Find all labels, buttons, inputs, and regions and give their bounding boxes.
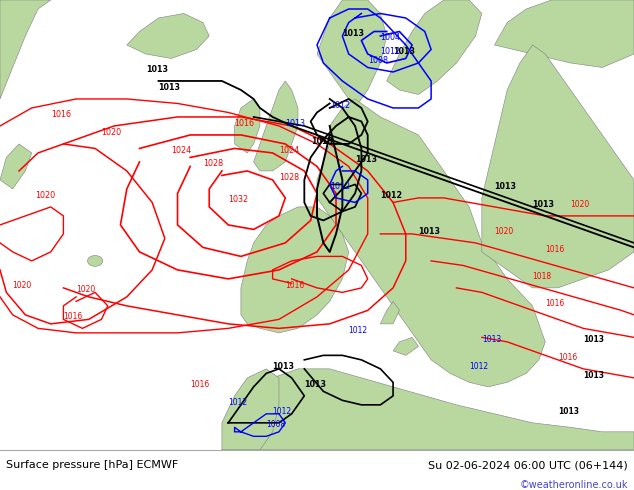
Text: 1013: 1013 bbox=[583, 371, 604, 380]
Polygon shape bbox=[482, 45, 634, 288]
Text: ©weatheronline.co.uk: ©weatheronline.co.uk bbox=[519, 480, 628, 490]
Text: 1020: 1020 bbox=[76, 285, 95, 294]
Polygon shape bbox=[393, 337, 418, 355]
Polygon shape bbox=[495, 0, 634, 68]
Polygon shape bbox=[127, 14, 209, 58]
Text: 1013: 1013 bbox=[158, 83, 181, 92]
Text: 1016: 1016 bbox=[285, 281, 304, 290]
Text: 1012: 1012 bbox=[330, 182, 350, 191]
Polygon shape bbox=[380, 301, 399, 324]
Text: 1013: 1013 bbox=[146, 65, 168, 74]
Text: Surface pressure [hPa] ECMWF: Surface pressure [hPa] ECMWF bbox=[6, 460, 179, 470]
Text: 1012: 1012 bbox=[330, 101, 350, 110]
Text: 1013: 1013 bbox=[342, 29, 365, 38]
Text: 1013: 1013 bbox=[285, 119, 306, 128]
Text: 1016: 1016 bbox=[190, 380, 209, 389]
Text: 1008: 1008 bbox=[368, 56, 388, 65]
Text: 1016: 1016 bbox=[545, 245, 564, 254]
Text: 1013: 1013 bbox=[558, 407, 579, 416]
Text: 1013: 1013 bbox=[482, 335, 501, 344]
Polygon shape bbox=[254, 81, 298, 171]
Text: 1004: 1004 bbox=[380, 33, 401, 43]
Text: 1013: 1013 bbox=[495, 182, 517, 191]
Text: 1008: 1008 bbox=[266, 420, 285, 429]
Text: 1013: 1013 bbox=[393, 47, 415, 56]
Text: 1016: 1016 bbox=[63, 312, 82, 321]
Polygon shape bbox=[0, 144, 32, 189]
Text: 1016: 1016 bbox=[558, 353, 577, 362]
Text: 1012: 1012 bbox=[380, 47, 401, 56]
Text: 1012: 1012 bbox=[380, 191, 403, 200]
Text: 1020: 1020 bbox=[35, 191, 55, 200]
Text: 1020: 1020 bbox=[495, 227, 514, 236]
Polygon shape bbox=[317, 0, 387, 108]
Text: 1012: 1012 bbox=[228, 398, 247, 407]
Text: 1013: 1013 bbox=[273, 362, 295, 371]
Text: Su 02-06-2024 06:00 UTC (06+144): Su 02-06-2024 06:00 UTC (06+144) bbox=[428, 460, 628, 470]
Text: 1013: 1013 bbox=[533, 200, 555, 209]
Polygon shape bbox=[235, 99, 260, 153]
Text: 1028: 1028 bbox=[279, 173, 299, 182]
Text: 1020: 1020 bbox=[101, 128, 122, 137]
Text: 1013: 1013 bbox=[355, 155, 377, 164]
Text: 1028: 1028 bbox=[203, 159, 223, 169]
Text: 1024: 1024 bbox=[171, 146, 191, 155]
Text: 1012: 1012 bbox=[273, 407, 292, 416]
Text: 1013: 1013 bbox=[304, 380, 327, 389]
Text: 1012: 1012 bbox=[469, 362, 488, 371]
Polygon shape bbox=[222, 369, 279, 450]
Polygon shape bbox=[0, 0, 51, 99]
Text: 1032: 1032 bbox=[228, 196, 249, 204]
Text: 1013: 1013 bbox=[311, 137, 333, 146]
Polygon shape bbox=[222, 369, 634, 450]
Polygon shape bbox=[241, 207, 349, 333]
Text: 1024: 1024 bbox=[279, 146, 299, 155]
Polygon shape bbox=[317, 99, 545, 387]
Text: 1020: 1020 bbox=[571, 200, 590, 209]
Text: 1016: 1016 bbox=[545, 299, 564, 308]
Text: 1020: 1020 bbox=[13, 281, 32, 290]
Polygon shape bbox=[387, 0, 482, 95]
Circle shape bbox=[87, 255, 103, 266]
Text: 1013: 1013 bbox=[418, 227, 441, 236]
Text: 1018: 1018 bbox=[533, 272, 552, 281]
Text: 1013: 1013 bbox=[583, 335, 604, 344]
Text: 1016: 1016 bbox=[235, 119, 255, 128]
Text: 1012: 1012 bbox=[349, 326, 368, 335]
Text: 1016: 1016 bbox=[51, 110, 71, 119]
